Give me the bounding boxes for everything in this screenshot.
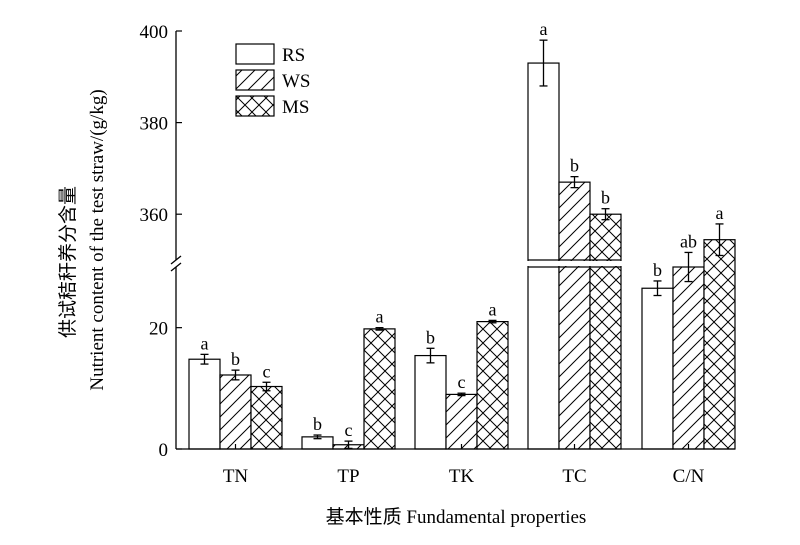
bar-ws-cn xyxy=(672,266,705,450)
bar-rs-cn xyxy=(641,287,674,450)
bar-break-gap xyxy=(589,261,622,266)
x-tick-label: TC xyxy=(562,466,586,487)
significance-label: b xyxy=(653,260,662,280)
legend-label-ws: WS xyxy=(282,71,311,92)
y-axis-title-en: Nutrient content of the test straw/(g/kg… xyxy=(87,89,108,390)
significance-label: b xyxy=(313,414,322,434)
bar-break-gap xyxy=(558,261,591,266)
bar-ms-cn xyxy=(703,239,736,450)
bar-ms-tc xyxy=(589,213,622,450)
y-tick-label: 380 xyxy=(140,114,169,135)
y-tick-label: 20 xyxy=(149,319,168,340)
significance-label: b xyxy=(570,156,579,176)
legend-swatch-rs xyxy=(235,43,275,65)
legend-label-ms: MS xyxy=(282,97,309,118)
significance-label: b xyxy=(231,349,240,369)
axes-layer xyxy=(170,30,735,450)
legend-swatch-ms xyxy=(235,95,275,117)
significance-label: a xyxy=(716,203,724,223)
y-tick-label: 0 xyxy=(159,440,169,461)
legend: RS WS MS xyxy=(235,43,311,118)
y-axis-title-cn: 供试秸秆养分含量 xyxy=(57,186,79,338)
bar-ms-tp xyxy=(363,328,396,450)
significance-label: a xyxy=(489,299,497,319)
bar-ws-tc xyxy=(558,181,591,450)
significance-label: ab xyxy=(680,231,697,251)
x-tick-label: TP xyxy=(337,466,359,487)
bar-break-gap xyxy=(527,261,560,266)
x-tick-label: C/N xyxy=(673,466,705,487)
bar-ms-tn xyxy=(250,385,283,450)
significance-label: b xyxy=(601,188,610,208)
bar-ms-tk xyxy=(476,321,509,450)
x-tick-label: TN xyxy=(223,466,249,487)
bar-rs-tk xyxy=(414,354,447,450)
bar-rs-tn xyxy=(188,358,221,450)
x-axis-title: 基本性质 Fundamental properties xyxy=(326,506,587,528)
significance-label: a xyxy=(201,333,209,353)
significance-label: c xyxy=(458,372,466,392)
bar-rs-tc xyxy=(527,62,560,450)
y-tick-label: 400 xyxy=(140,22,169,43)
significance-label: b xyxy=(426,327,435,347)
axis-break-mark xyxy=(170,255,182,265)
legend-label-rs: RS xyxy=(282,45,305,66)
axis-break-mark xyxy=(170,262,182,272)
bar-ws-tn xyxy=(219,374,252,450)
bar-ws-tk xyxy=(445,393,478,450)
legend-swatch-ws xyxy=(235,69,275,91)
significance-label: a xyxy=(376,307,384,327)
bars-layer xyxy=(188,39,736,450)
x-tick-label: TK xyxy=(449,466,475,487)
significance-label: c xyxy=(345,420,353,440)
significance-label: c xyxy=(263,361,271,381)
significance-label: a xyxy=(540,19,548,39)
y-tick-label: 360 xyxy=(140,205,169,226)
